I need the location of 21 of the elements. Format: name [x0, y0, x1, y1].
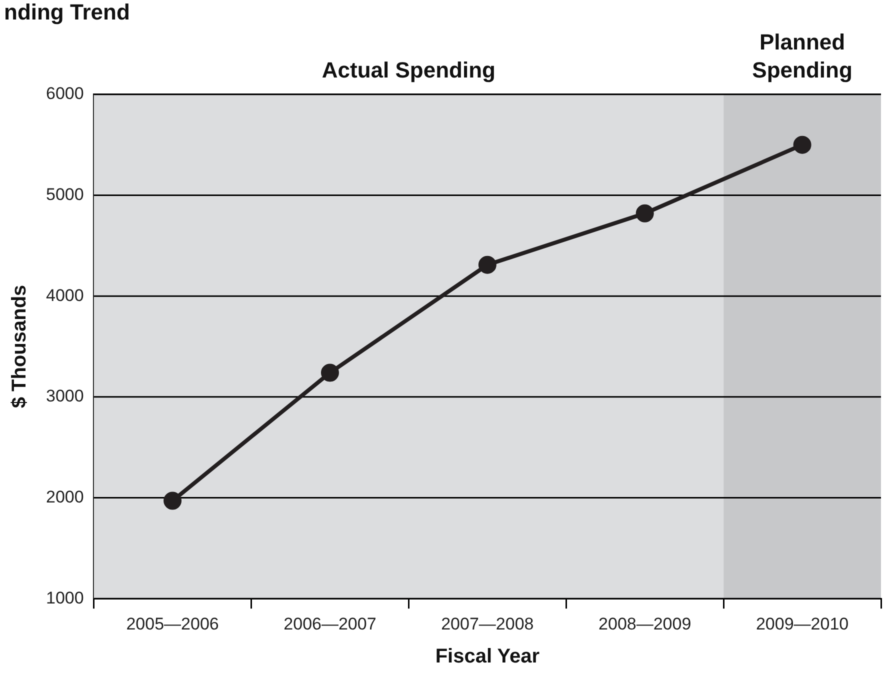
- point: [636, 204, 654, 222]
- point: [793, 136, 812, 154]
- y-tick-label: 3000: [46, 386, 84, 406]
- y-tick-label: 6000: [46, 84, 84, 104]
- point: [478, 256, 496, 274]
- chart-title: nding Trend: [4, 0, 130, 24]
- y-tick-label: 2000: [46, 487, 84, 506]
- x-axis-title: Fiscal Year: [435, 646, 540, 668]
- x-tick-label: 2008—2009: [598, 614, 692, 634]
- y-axis-title: $ Thousands: [8, 284, 31, 408]
- x-tick-label: 2005—2006: [126, 614, 219, 634]
- x-tick-label: 2009—2010: [756, 614, 849, 634]
- y-tick-label: 1000: [46, 588, 84, 608]
- band-label: Actual Spending: [322, 57, 496, 82]
- point: [320, 364, 339, 382]
- x-tick-label: 2007—2008: [441, 614, 534, 634]
- point: [164, 492, 182, 510]
- band-label: Planned Spending: [752, 29, 852, 82]
- x-tick-label: 2006—2007: [284, 614, 376, 634]
- y-tick-label: 5000: [46, 184, 84, 204]
- y-tick-label: 4000: [46, 286, 84, 305]
